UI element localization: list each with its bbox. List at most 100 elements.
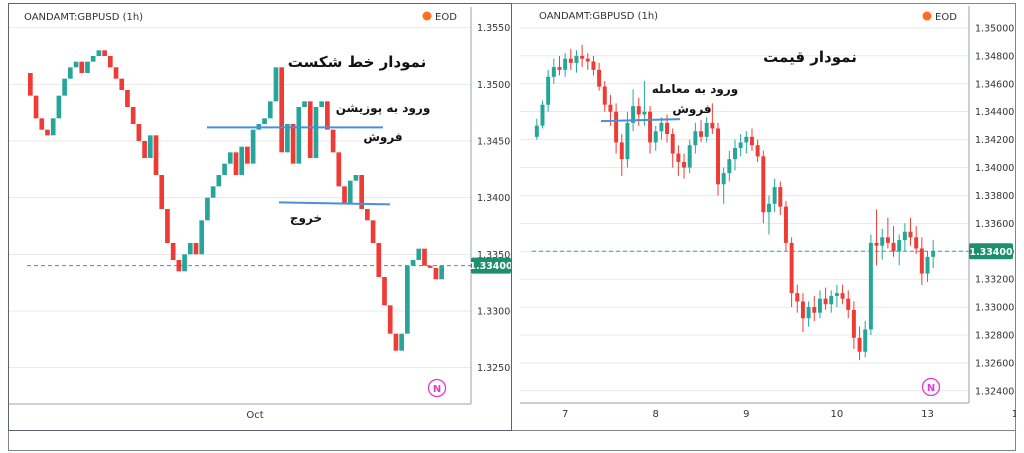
candle-body xyxy=(778,187,783,207)
brick xyxy=(182,254,187,272)
candle-body xyxy=(829,295,834,305)
brick xyxy=(85,61,90,73)
candle xyxy=(925,251,930,282)
eod-badge: EOD xyxy=(435,12,457,23)
candle xyxy=(846,290,851,319)
brick xyxy=(227,152,233,164)
candle xyxy=(800,293,805,333)
candle-body xyxy=(750,136,754,146)
chart-title: نمودار خط شکست xyxy=(288,53,427,71)
y-tick-label: 1.33000 xyxy=(975,303,1014,314)
candle-body xyxy=(738,142,743,148)
brick xyxy=(187,243,193,255)
brick xyxy=(302,101,307,107)
y-tick-label: 1.34000 xyxy=(477,193,511,204)
candle xyxy=(868,234,873,335)
candle-body xyxy=(704,122,709,137)
brick xyxy=(165,209,170,243)
candle-body xyxy=(880,237,885,246)
y-tick-label: 1.33200 xyxy=(975,275,1014,286)
candle-body xyxy=(891,242,896,252)
candle xyxy=(721,167,726,204)
brick xyxy=(233,152,239,175)
candle-body xyxy=(908,231,913,238)
brick xyxy=(285,124,290,153)
candle-body xyxy=(868,242,873,330)
candle-body xyxy=(800,301,805,319)
brick xyxy=(342,186,347,204)
candle xyxy=(829,290,834,313)
candle-body xyxy=(772,187,777,204)
y-tick-label: 1.32400 xyxy=(975,386,1014,397)
candle-body xyxy=(857,337,862,352)
candle xyxy=(902,223,907,252)
candle xyxy=(727,150,732,182)
candle-body xyxy=(812,307,817,313)
brick xyxy=(330,129,336,153)
candle xyxy=(812,295,817,322)
candle-body xyxy=(902,231,907,241)
brick xyxy=(387,305,393,334)
brick xyxy=(353,175,359,181)
brick xyxy=(45,129,50,136)
candle-body xyxy=(670,134,675,154)
tradingview-logo[interactable]: N xyxy=(921,377,941,397)
candle-body xyxy=(687,145,692,168)
y-tick-label: 1.34000 xyxy=(975,163,1014,174)
candle-body xyxy=(608,104,613,112)
candle-body xyxy=(761,156,766,213)
candle xyxy=(687,139,692,174)
candle-body xyxy=(653,131,658,143)
brick xyxy=(290,124,296,164)
candle xyxy=(761,150,766,224)
candle-body xyxy=(540,104,545,126)
brick-series xyxy=(28,50,444,351)
brick xyxy=(427,265,433,268)
candle xyxy=(795,284,800,313)
candle xyxy=(693,122,698,154)
candle xyxy=(874,209,879,266)
brick xyxy=(79,61,85,73)
candle-body xyxy=(563,58,568,70)
eod-status-icon xyxy=(422,11,432,21)
price-grid xyxy=(9,27,471,368)
candle-body xyxy=(602,86,607,105)
brick xyxy=(28,73,33,96)
candle xyxy=(580,44,585,68)
candle-body xyxy=(568,58,573,63)
candle xyxy=(766,195,771,235)
y-tick-label: 1.35000 xyxy=(477,80,511,91)
brick xyxy=(365,209,370,221)
line-break-chart-panel: 1.35500 1.35000 1.34500 1.34000 1.33500 1.330… xyxy=(8,3,516,431)
candle-body xyxy=(676,153,681,162)
candle-body xyxy=(789,242,794,294)
x-tick-label: 8 xyxy=(653,409,659,420)
y-tick-label: 1.32500 xyxy=(477,363,511,374)
y-tick-label: 1.33600 xyxy=(975,219,1014,230)
y-tick-label: 1.35500 xyxy=(477,23,511,34)
brick xyxy=(370,220,376,243)
brick xyxy=(399,333,404,351)
candle xyxy=(806,301,811,327)
candle xyxy=(908,217,913,246)
svg-text:N: N xyxy=(433,384,441,395)
x-tick-label: Oct xyxy=(246,410,263,421)
brick xyxy=(33,95,39,119)
brick xyxy=(325,101,330,130)
last-price-tag: 1.33400 xyxy=(469,257,513,274)
candle xyxy=(733,139,737,171)
candle xyxy=(789,237,794,308)
candle-body xyxy=(625,122,630,160)
candle-body xyxy=(551,67,556,77)
tradingview-logo[interactable]: N xyxy=(427,378,447,398)
candle-body xyxy=(727,159,732,174)
chart-title: نمودار قیمت xyxy=(763,48,857,66)
candle xyxy=(585,53,590,70)
brick xyxy=(433,267,439,280)
brick xyxy=(262,118,267,124)
candle xyxy=(783,201,788,252)
footer-strip xyxy=(8,431,1016,451)
candle-body xyxy=(716,128,720,185)
candle-body xyxy=(919,248,924,274)
y-tick-label: 1.34800 xyxy=(975,51,1014,62)
